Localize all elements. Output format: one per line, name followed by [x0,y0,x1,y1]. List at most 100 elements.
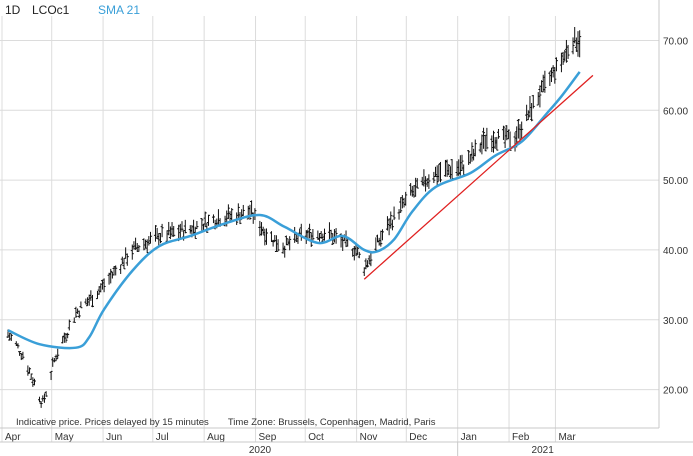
ohlc-bar [341,235,345,251]
ohlc-bar [438,161,442,183]
ohlc-bar [574,37,578,52]
x-tick-label: Jul [156,432,169,443]
indicator-label[interactable]: SMA 21 [98,3,141,17]
ohlc-bar [531,94,535,109]
ohlc-bar [283,245,287,258]
ohlc-bar [422,169,426,187]
ohlc-bar [366,260,370,268]
interval-label[interactable]: 1D [5,3,21,17]
x-tick-label: May [55,432,74,443]
ohlc-bar [490,135,494,153]
ohlc-bar [316,230,320,240]
ohlc-bar [21,351,25,360]
trendline-group [363,74,594,280]
ohlc-bar [281,242,285,254]
ohlc-bar [29,373,33,380]
ohlc-bar [33,378,37,386]
ohlc-bar [137,244,141,252]
x-tick-label: Dec [409,432,427,443]
ohlc-bar [576,31,580,57]
ohlc-bar [434,166,438,178]
ohlc-bar [564,39,568,63]
ohlc-bar [561,51,565,65]
x-tick-label: Aug [207,432,225,443]
ohlc-bar [364,258,368,270]
ohlc-bar [450,159,454,180]
y-tick-label: 70.00 [663,36,688,47]
ohlc-bar [132,241,136,250]
ohlc-bar [119,264,123,274]
ohlc-bar [87,294,91,306]
ohlc-bar [513,132,517,152]
ohlc-bar [571,37,575,55]
ohlc-bar [516,119,520,139]
ohlc-bar [409,183,413,196]
ohlc-bar [367,255,371,265]
ohlc-bar [91,294,95,308]
ohlc-bar [553,67,557,84]
ohlc-bar [425,178,429,187]
ohlc-bar [195,220,199,230]
ohlc-bar [332,229,336,243]
ohlc-bar [183,219,187,234]
ohlc-bar [206,214,210,226]
ohlc-bar [153,225,157,242]
ohlc-bar [84,298,88,305]
ohlc-bar [26,365,30,376]
y-axis: 20.00 30.00 40.00 50.00 60.00 70.00 [658,0,688,428]
y-tick-label: 40.00 [663,246,688,257]
ohlc-bar [357,251,361,259]
ohlc-bar [424,176,428,192]
y-tick-label: 30.00 [663,316,688,327]
ohlc-bar [380,229,384,241]
ohlc-bar [112,266,116,276]
ohlc-bar [404,191,408,206]
ohlc-bar [503,127,507,149]
ohlc-bar [478,143,482,153]
ohlc-bar [415,178,419,189]
ohlc-bar [130,244,134,260]
ohlc-bar [97,286,101,295]
ohlc-bar [322,228,326,241]
ohlc-bar [269,231,273,242]
ohlc-bar [155,227,159,239]
ohlc-bar [122,258,126,270]
ohlc-bar [467,150,471,165]
ohlc-bar [31,377,35,387]
ohlc-bar [228,211,232,222]
ohlc-bar [538,85,542,108]
ohlc-bar [520,121,524,139]
ohlc-bar [525,104,529,122]
ohlc-bar [495,136,499,151]
ohlc-bar [39,401,43,408]
ohlc-bar [145,239,149,254]
ohlc-bar [354,244,358,257]
ohlc-bar [528,95,532,118]
ohlc-bar [226,204,230,220]
ohlc-bar [205,222,209,233]
x-tick-label: Jan [461,432,477,443]
ohlc-bar [554,57,558,72]
ohlc-bar [501,125,505,140]
ohlc-bar [200,218,204,233]
ohlc-bar [548,71,552,86]
ohlc-bar [432,171,436,184]
footer-note: Indicative price. Prices delayed by 15 m… [16,417,436,428]
ohlc-bar [311,229,315,241]
support-trendline [363,74,594,280]
symbol-label[interactable]: LCOc1 [32,3,70,17]
ohlc-bar [284,235,288,246]
ohlc-bar [74,306,78,318]
ohlc-bar [72,317,76,323]
ohlc-bar [496,128,500,139]
ohlc-bar [230,208,234,221]
ohlc-bar [288,236,292,251]
ohlc-bar [79,301,83,309]
x-axis: Apr May Jun Jul Aug Sep Oct Nov Dec Jan Feb Mar 2020… [0,427,693,456]
ohlc-bar [160,223,164,238]
ohlc-bar [308,223,312,239]
ohlc-bar [241,204,245,217]
ohlc-bar [144,239,148,249]
ohlc-bar [379,230,383,247]
